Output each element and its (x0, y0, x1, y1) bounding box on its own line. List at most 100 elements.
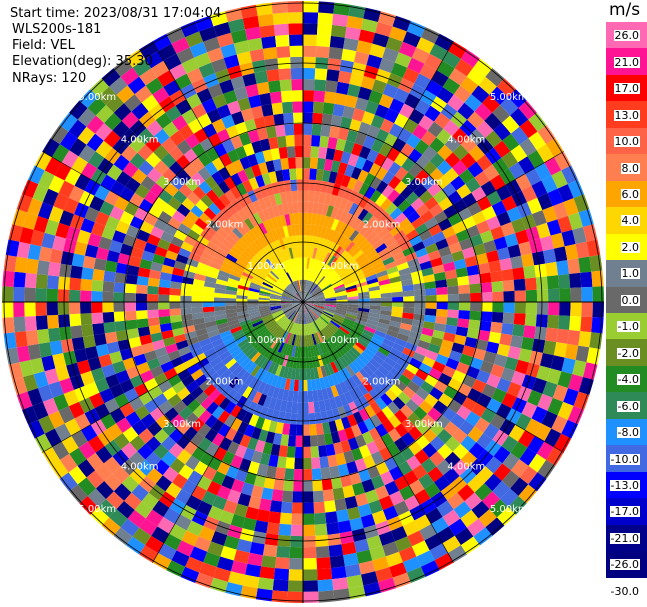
radar-gate (293, 480, 303, 492)
radar-gate (74, 413, 91, 431)
radar-gate (94, 403, 110, 420)
radar-gate (296, 335, 300, 347)
radar-gate (236, 288, 249, 294)
radar-gate (158, 279, 171, 289)
radar-gate (251, 164, 262, 178)
radar-gate (442, 509, 461, 527)
radar-gate (271, 217, 279, 230)
radar-gate (378, 93, 394, 109)
radar-gate (207, 541, 224, 557)
radar-gate (476, 369, 491, 384)
radar-gate (303, 413, 310, 425)
radar-gate (493, 122, 511, 141)
radar-gate (348, 202, 359, 216)
radar-gate (313, 294, 325, 299)
radar-gate (341, 541, 357, 556)
radar-gate (359, 335, 371, 345)
radar-gate (293, 281, 300, 292)
range-label: 2.00km (206, 376, 244, 387)
radar-gate (163, 53, 182, 71)
radar-gate (380, 231, 394, 244)
radar-gate (98, 353, 113, 368)
radar-gate (311, 135, 321, 147)
radar-gate (515, 413, 532, 431)
radar-gate (285, 401, 293, 413)
radar-gate (198, 526, 216, 542)
radar-gate (346, 308, 359, 314)
radar-gate (316, 343, 323, 356)
radar-gate (340, 151, 352, 165)
radar-gate (303, 291, 308, 302)
radar-gate (310, 157, 319, 169)
radar-gate (401, 172, 415, 187)
radar-gate (287, 333, 293, 345)
radar-gate (352, 271, 365, 280)
radar-gate (313, 303, 326, 307)
radar-gate (225, 202, 238, 216)
radar-gate (370, 372, 382, 385)
radar-gate (213, 393, 226, 406)
range-label: 2.00km (363, 220, 401, 231)
radar-gate (427, 182, 442, 197)
radar-gate (115, 369, 130, 384)
radar-gate (185, 93, 202, 109)
radar-gate (154, 346, 168, 358)
radar-gate (366, 215, 378, 228)
radar-gate (384, 480, 400, 496)
radar-gate (121, 475, 139, 493)
radar-gate (139, 258, 153, 270)
radar-gate (370, 475, 385, 490)
radar-gate (294, 302, 303, 310)
radar-gate (427, 121, 444, 138)
radar-gate (454, 527, 474, 546)
radar-gate (284, 260, 292, 272)
radar-gate (442, 261, 456, 272)
radar-gate (263, 245, 273, 257)
radar-gate (291, 401, 298, 414)
radar-gate (292, 390, 299, 403)
radar-gate (282, 291, 294, 298)
radar-gate (425, 294, 437, 302)
radar-gate (257, 210, 267, 223)
radar-gate (309, 168, 317, 181)
radar-gate (339, 530, 354, 545)
radar-gate (294, 323, 299, 335)
radar-gate (519, 447, 537, 466)
radar-gate (333, 283, 345, 291)
radar-gate (265, 465, 277, 479)
radar-gate (239, 132, 252, 146)
radar-gate (505, 179, 522, 196)
radar-gate (370, 337, 383, 347)
radar-gate (27, 343, 42, 360)
radar-gate (291, 502, 303, 514)
radar-gate (180, 83, 197, 100)
radar-gate (303, 23, 318, 35)
radar-gate (316, 248, 323, 261)
radar-gate (309, 224, 316, 236)
radar-gate (358, 145, 372, 160)
radar-gate (303, 291, 307, 302)
radar-gate (303, 379, 308, 392)
radar-gate (109, 76, 128, 95)
colorbar-unit: m/s (609, 0, 641, 20)
radar-gate (392, 194, 406, 208)
radar-gate (415, 223, 429, 236)
radar-gate (289, 333, 295, 346)
radar-gate (146, 233, 161, 247)
range-label: 1.00km (321, 335, 359, 346)
azimuth-line (302, 151, 564, 303)
radar-gate (225, 581, 243, 597)
radar-gate (227, 18, 246, 33)
radar-gate (213, 292, 226, 298)
radar-gate (541, 175, 558, 194)
radar-gate (252, 200, 263, 213)
radar-gate (283, 290, 294, 297)
radar-gate (211, 171, 225, 185)
radar-gate (91, 290, 103, 302)
radar-gate (478, 509, 497, 528)
radar-gate (385, 388, 398, 402)
radar-gate (414, 295, 426, 302)
radar-gate (531, 180, 548, 198)
radar-gate (129, 152, 146, 169)
radar-gate (303, 302, 314, 306)
